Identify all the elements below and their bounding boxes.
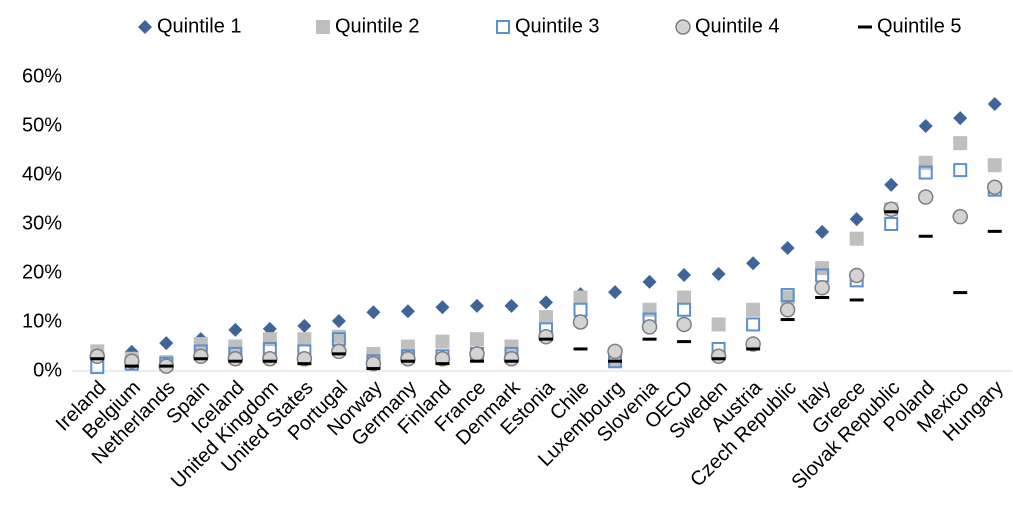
dot	[780, 241, 795, 256]
dot	[953, 111, 968, 126]
dot	[711, 317, 726, 332]
dot	[435, 300, 450, 315]
dot	[815, 224, 830, 239]
dot	[642, 274, 657, 289]
y-tick-label: 40%	[22, 163, 62, 185]
dot	[677, 290, 692, 305]
legend-label: Quintile 4	[695, 15, 780, 37]
dot	[297, 332, 312, 347]
dot	[780, 288, 795, 303]
dot	[849, 231, 864, 246]
dot	[400, 304, 415, 319]
dot	[193, 348, 209, 365]
dot	[710, 348, 727, 365]
dot	[573, 302, 588, 317]
legend-label: Quintile 1	[157, 15, 242, 37]
dot	[884, 217, 899, 231]
dot	[538, 328, 554, 345]
legend-label: Quintile 2	[335, 15, 420, 37]
dot	[572, 314, 589, 330]
legend-label: Quintile 3	[515, 15, 600, 37]
dot	[848, 267, 865, 284]
dot	[676, 316, 692, 333]
dot	[986, 179, 1003, 195]
dot	[952, 208, 968, 225]
dot	[228, 339, 243, 354]
dot	[917, 189, 934, 205]
y-tick-label: 30%	[22, 212, 62, 234]
dot	[779, 302, 796, 318]
dot	[746, 317, 761, 332]
dot	[469, 298, 484, 313]
dot	[953, 136, 968, 151]
dot	[366, 305, 381, 320]
dot	[641, 319, 658, 335]
dot	[746, 302, 761, 317]
dot	[227, 351, 244, 367]
dot	[228, 322, 243, 337]
y-tick-label: 10%	[22, 310, 62, 332]
dot	[262, 332, 277, 347]
dot	[539, 295, 553, 310]
dot	[331, 314, 346, 329]
dot	[607, 343, 623, 360]
dot	[435, 334, 450, 349]
dot	[504, 298, 519, 313]
dot	[987, 96, 1002, 111]
dot	[677, 267, 692, 282]
dot	[746, 256, 761, 271]
y-tick-label: 20%	[22, 261, 62, 283]
dot	[469, 332, 484, 347]
dot	[539, 310, 553, 325]
y-tick-label: 50%	[22, 114, 62, 136]
legend-marker	[675, 19, 691, 35]
dot	[918, 165, 933, 180]
dot	[815, 261, 830, 276]
dot	[883, 201, 899, 218]
dot	[262, 351, 278, 367]
dot	[987, 158, 1002, 173]
dot	[297, 318, 312, 333]
dot	[918, 119, 933, 133]
dot	[918, 155, 933, 170]
dot	[608, 285, 623, 300]
dot	[504, 339, 519, 354]
legend-marker	[496, 20, 510, 34]
dot	[89, 348, 106, 365]
dot	[677, 302, 692, 317]
dot	[331, 329, 346, 344]
dot	[193, 337, 208, 352]
dot	[711, 266, 726, 281]
dot	[814, 279, 830, 296]
dot	[849, 212, 864, 227]
y-tick-label: 0%	[33, 359, 62, 381]
dot	[503, 351, 520, 367]
dot	[953, 163, 968, 178]
legend-label: Quintile 5	[877, 15, 962, 37]
dot	[469, 346, 485, 362]
legend-marker	[316, 20, 330, 34]
dot	[400, 351, 416, 367]
dot	[159, 336, 174, 351]
dot	[642, 302, 657, 317]
dot	[331, 343, 347, 360]
dot	[884, 177, 899, 192]
y-tick-label: 60%	[22, 65, 62, 87]
legend-marker	[138, 20, 152, 34]
dot	[573, 290, 588, 305]
